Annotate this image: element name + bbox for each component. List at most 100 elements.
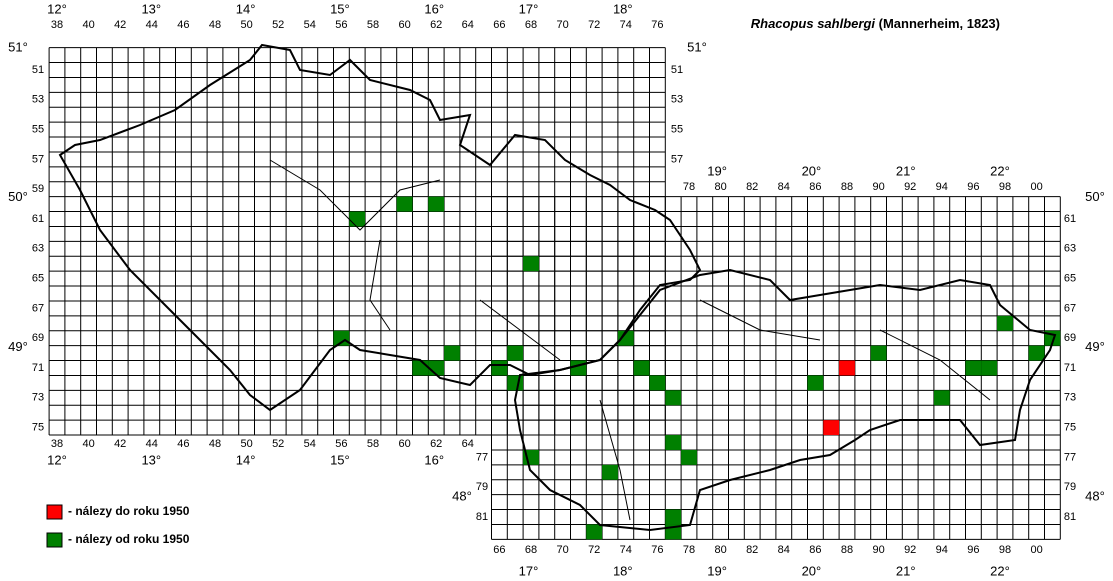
row-label: 55 — [671, 124, 683, 136]
col-label: 68 — [525, 544, 537, 556]
finding — [665, 435, 682, 450]
col-label: 00 — [1030, 181, 1042, 193]
row-label: 79 — [1064, 481, 1076, 493]
col-label: 76 — [651, 544, 663, 556]
row-label: 69 — [1064, 332, 1076, 344]
longitude-label: 12° — [47, 1, 67, 16]
col-label: 86 — [809, 544, 821, 556]
longitude-label: 22° — [990, 163, 1010, 178]
col-label: 66 — [493, 544, 505, 556]
finding — [965, 360, 982, 376]
row-label: 73 — [32, 392, 44, 404]
col-label: 74 — [620, 544, 632, 556]
finding — [807, 375, 824, 391]
col-label: 88 — [841, 544, 853, 556]
finding — [444, 345, 460, 361]
row-label: 77 — [1064, 451, 1076, 463]
col-label: 38 — [51, 438, 63, 450]
longitude-label: 15° — [330, 452, 350, 467]
col-label: 66 — [493, 19, 505, 31]
col-label: 94 — [936, 181, 948, 193]
col-label: 48 — [209, 19, 221, 31]
borders — [58, 43, 1057, 532]
longitude-label: 12° — [47, 452, 67, 467]
finding — [665, 509, 682, 525]
longitude-label: 22° — [990, 563, 1010, 578]
cz-border — [58, 43, 702, 412]
finding — [602, 464, 618, 480]
longitude-label: 17° — [519, 1, 539, 16]
row-label: 79 — [476, 481, 488, 493]
finding — [633, 360, 650, 376]
row-label: 61 — [1064, 213, 1076, 225]
sk-border — [513, 268, 1057, 532]
author: (Mannerheim, 1823) — [875, 16, 1000, 31]
col-label: 68 — [525, 19, 537, 31]
latitude-label: 50° — [8, 189, 28, 204]
col-label: 70 — [556, 544, 568, 556]
col-label: 96 — [967, 544, 979, 556]
col-label: 78 — [683, 544, 695, 556]
longitude-label: 13° — [141, 452, 161, 467]
river — [269, 159, 991, 521]
row-label: 61 — [32, 213, 44, 225]
row-label: 55 — [32, 124, 44, 136]
col-label: 94 — [936, 544, 948, 556]
col-label: 40 — [82, 438, 94, 450]
title: Rhacopus sahlbergi (Mannerheim, 1823) — [751, 16, 1000, 31]
latitude-label: 51° — [687, 39, 707, 54]
longitude-label: 13° — [141, 1, 161, 16]
col-label: 82 — [746, 181, 758, 193]
grid — [48, 47, 1061, 540]
row-label: 71 — [32, 362, 44, 374]
finding — [933, 390, 950, 406]
col-label: 56 — [335, 438, 347, 450]
col-label: 54 — [304, 19, 316, 31]
col-label: 90 — [872, 544, 884, 556]
row-label: 65 — [32, 273, 44, 285]
row-label: 63 — [32, 243, 44, 255]
finding — [428, 196, 445, 212]
col-label: 72 — [588, 544, 600, 556]
row-label: 57 — [671, 153, 683, 165]
col-label: 48 — [209, 438, 221, 450]
finding — [333, 330, 350, 346]
col-label: 00 — [1030, 544, 1042, 556]
col-label: 86 — [809, 181, 821, 193]
latitude-label: 49° — [8, 339, 28, 354]
longitude-label: 16° — [424, 452, 444, 467]
latitude-label: 48° — [452, 489, 472, 504]
finding — [665, 390, 682, 406]
finding — [428, 360, 445, 376]
latitude-label: 50° — [1085, 189, 1105, 204]
finding — [491, 360, 508, 376]
col-label: 46 — [177, 19, 189, 31]
col-label: 50 — [240, 19, 252, 31]
col-label: 72 — [588, 19, 600, 31]
legend-label: - nálezy od roku 1950 — [68, 532, 190, 546]
col-label: 42 — [114, 438, 126, 450]
row-label: 71 — [1064, 362, 1076, 374]
col-label: 74 — [620, 19, 632, 31]
finding — [1028, 345, 1045, 361]
col-label: 80 — [714, 544, 726, 556]
col-label: 60 — [398, 19, 410, 31]
col-label: 62 — [430, 19, 442, 31]
row-label: 81 — [1064, 511, 1076, 523]
latitude-label: 51° — [8, 39, 28, 54]
row-label: 53 — [32, 94, 44, 106]
col-label: 96 — [967, 181, 979, 193]
row-label: 81 — [476, 511, 488, 523]
legend-swatch — [46, 532, 63, 548]
row-label: 51 — [32, 64, 44, 76]
finding — [617, 330, 634, 346]
longitude-label: 18° — [613, 1, 633, 16]
latitude-label: 48° — [1085, 489, 1105, 504]
longitude-label: 19° — [707, 163, 727, 178]
col-label: 76 — [651, 19, 663, 31]
col-label: 62 — [430, 438, 442, 450]
longitude-label: 14° — [236, 452, 256, 467]
col-label: 50 — [240, 438, 252, 450]
row-label: 77 — [476, 451, 488, 463]
finding — [396, 196, 413, 212]
